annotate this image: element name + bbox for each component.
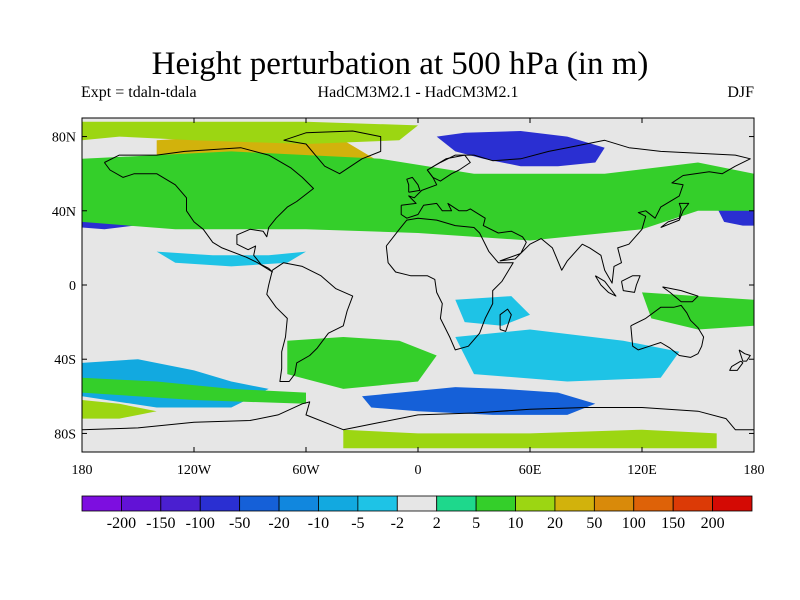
colorbar-bin <box>396 495 438 512</box>
coast-north-america <box>103 147 314 273</box>
region-africa-blue <box>455 296 530 326</box>
colorbar-bin <box>554 495 595 512</box>
region-arctic-high <box>82 121 418 144</box>
region-south-ocean-low <box>362 387 596 415</box>
map-axes: 80N 40N 0 40S 80S 180 120W 60W 0 60E 120E 180 <box>52 118 765 478</box>
colorbar-label: -150 <box>146 515 175 532</box>
coast-new-guinea <box>662 286 699 303</box>
region-south-band-green <box>82 377 306 404</box>
coast-new-zealand <box>738 349 751 362</box>
colorbar-bin <box>199 495 241 512</box>
coast-madagascar <box>499 308 512 332</box>
colorbar-label: 200 <box>701 515 725 532</box>
region-tropical-pacific-blue <box>156 251 306 267</box>
lat-tick-label: 80S <box>54 427 76 442</box>
colorbar-bin <box>239 495 280 512</box>
colorbar-bin <box>436 495 477 512</box>
lon-tick-label: 180 <box>72 463 93 478</box>
colorbar-bin <box>712 495 753 512</box>
colorbar-bin <box>318 495 359 512</box>
lon-tick-label: 0 <box>415 463 422 478</box>
height-perturbation-field <box>82 118 754 452</box>
colorbar-label: 2 <box>433 515 441 532</box>
coast-new-zealand-south <box>729 360 744 371</box>
colorbar-bin <box>357 495 398 512</box>
colorbar-label: -10 <box>308 515 329 532</box>
coast-japan <box>660 202 690 228</box>
lon-tick-label: 60W <box>292 463 320 478</box>
lat-tick-label: 40N <box>52 205 76 220</box>
coastlines <box>82 130 754 431</box>
coast-antarctica <box>82 401 754 431</box>
colorbar-bin <box>633 495 674 512</box>
lat-tick-label: 40S <box>54 353 76 368</box>
region-north-green-belt <box>82 151 754 241</box>
lat-tick-label: 80N <box>52 131 76 146</box>
coast-south-america <box>266 262 354 382</box>
coast-sumatra <box>594 275 617 297</box>
coast-borneo <box>621 275 641 293</box>
region-indian-blue <box>455 329 680 382</box>
coast-scandinavia <box>426 154 471 182</box>
colorbar-label: 5 <box>472 515 480 532</box>
lon-tick-label: 180 <box>744 463 765 478</box>
colorbar-label: 100 <box>622 515 646 532</box>
colorbar-label: 150 <box>661 515 685 532</box>
colorbar-label: 20 <box>547 515 563 532</box>
colorbar-label: -20 <box>268 515 289 532</box>
colorbar-bin <box>672 495 713 512</box>
lat-tick-label: 0 <box>69 279 76 294</box>
colorbar-label: -200 <box>107 515 136 532</box>
colorbar-bin <box>475 495 516 512</box>
region-antarctic-high <box>343 429 717 449</box>
colorbar: -200 -150 -100 -50 -20 -10 -5 -2 2 5 10 20 50 100 150 2… <box>81 495 753 532</box>
colorbar-label: -2 <box>391 515 404 532</box>
colorbar-label: -50 <box>229 515 250 532</box>
colorbar-bin <box>121 495 162 512</box>
colorbar-label: -5 <box>351 515 364 532</box>
colorbar-bin <box>515 495 556 512</box>
coast-africa <box>385 217 514 351</box>
colorbar-label: 10 <box>508 515 524 532</box>
colorbar-bin <box>81 495 122 512</box>
coast-australia <box>630 304 705 358</box>
coast-greenland <box>283 130 382 175</box>
colorbar-label: -100 <box>186 515 215 532</box>
region-westpac-green <box>642 292 754 330</box>
colorbar-label: 50 <box>586 515 602 532</box>
lon-tick-label: 120E <box>627 463 657 478</box>
region-south-atlantic-green <box>287 337 437 389</box>
colorbar-bin <box>160 495 201 512</box>
experiment-label: Expt = tdaln-tdala <box>81 84 197 101</box>
region-eurasia-low <box>436 131 605 167</box>
map-title: Height perturbation at 500 hPa (in m) <box>151 46 649 82</box>
season-label: DJF <box>727 84 754 101</box>
region-south-pacific-high <box>82 400 157 419</box>
lon-tick-label: 60E <box>519 463 542 478</box>
colorbar-bin <box>593 495 635 512</box>
coast-britain <box>406 176 421 193</box>
lon-tick-label: 120W <box>177 463 212 478</box>
model-comparison-label: HadCM3M2.1 - HadCM3M2.1 <box>317 84 519 101</box>
coast-europe-asia <box>400 139 751 284</box>
colorbar-bin <box>278 495 319 512</box>
